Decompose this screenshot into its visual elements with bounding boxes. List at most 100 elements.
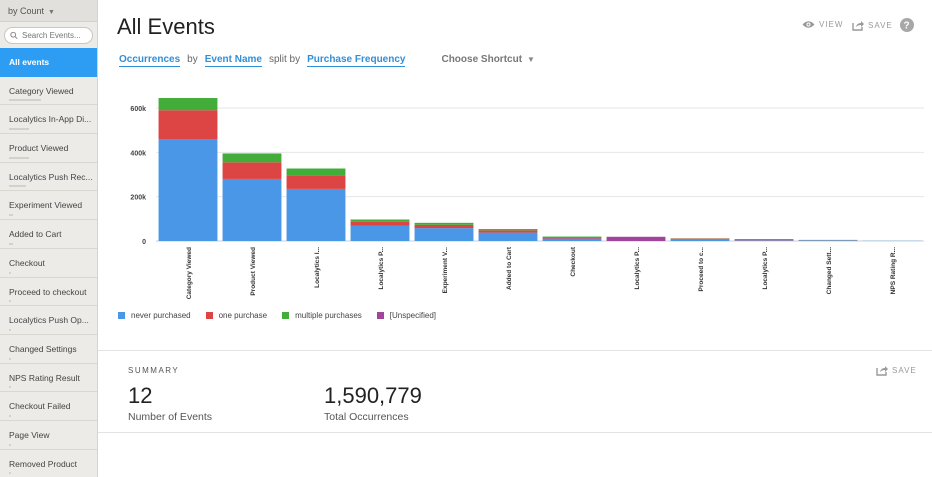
x-tick-label: Product Viewed — [250, 247, 257, 296]
legend-swatch — [118, 312, 125, 319]
sidebar-item[interactable]: Page View — [0, 421, 97, 450]
x-tick-label: Localytics P... — [378, 247, 385, 290]
sidebar-item[interactable]: Experiment Viewed — [0, 191, 97, 221]
legend-label: one purchase — [218, 311, 268, 320]
sidebar-item[interactable]: Checkout Failed — [0, 392, 97, 421]
sidebar-item[interactable]: Checkout — [0, 249, 97, 278]
x-tick-label: Checkout — [570, 246, 577, 276]
eye-icon — [802, 21, 815, 28]
query-controls: Occurrences by Event Name split by Purch… — [119, 54, 535, 67]
bar-segment — [286, 188, 346, 241]
legend-item[interactable]: [Unspecified] — [376, 311, 437, 320]
legend-label: multiple purchases — [295, 311, 362, 320]
sidebar-item[interactable]: Localytics Push Op... — [0, 306, 97, 335]
legend-label: never purchased — [131, 311, 191, 320]
count-bar — [9, 99, 41, 102]
summary-save-button[interactable]: SAVE — [876, 365, 917, 376]
bar-segment — [670, 239, 730, 241]
sidebar-item[interactable]: Added to Cart — [0, 220, 97, 249]
search-box[interactable] — [4, 27, 93, 44]
page-title: All Events — [117, 14, 215, 39]
occurrences-label: Total Occurrences — [324, 411, 409, 423]
divider — [98, 350, 932, 351]
search-input[interactable] — [22, 31, 92, 40]
count-bar — [9, 242, 13, 245]
events-label: Number of Events — [128, 411, 213, 423]
count-bar — [9, 386, 11, 389]
sidebar-item-label: Proceed to checkout — [9, 286, 87, 297]
sidebar-item-label: All events — [9, 57, 50, 67]
bar-segment — [542, 236, 602, 238]
bar-segment — [542, 237, 602, 239]
count-bar — [9, 214, 13, 217]
x-tick-label: Changed Sett... — [826, 247, 833, 295]
count-bar — [9, 472, 11, 475]
legend-item[interactable]: never purchased — [118, 311, 191, 320]
y-tick-label: 400k — [130, 150, 146, 157]
metric-occurrences: 1,590,779 Total Occurrences — [324, 383, 422, 423]
event-list: All events Category Viewed Localytics In-A… — [0, 48, 97, 477]
y-tick-label: 600k — [130, 106, 146, 113]
bar-segment — [158, 110, 218, 140]
measure-select[interactable]: Occurrences — [119, 54, 181, 67]
bar-segment — [286, 175, 346, 189]
sidebar-item[interactable]: Localytics In-App Di... — [0, 105, 97, 135]
events-chart: 0 200k 400k 600k Category Viewed Product View… — [130, 98, 924, 299]
save-button[interactable]: SAVE — [852, 20, 893, 31]
help-icon: ? — [900, 18, 914, 32]
count-bar — [9, 128, 29, 131]
search-icon — [10, 31, 18, 40]
caret-down-icon: ▼ — [527, 55, 535, 64]
count-bar — [9, 271, 12, 274]
sidebar-item[interactable]: Localytics Push Rec... — [0, 163, 97, 192]
bar-segment — [350, 225, 410, 241]
sidebar-item-label: Page View — [9, 429, 50, 440]
legend-label: [Unspecified] — [389, 311, 437, 320]
sidebar-item[interactable]: All events — [0, 48, 97, 77]
count-bar — [9, 185, 26, 188]
sidebar-item-label: Checkout — [9, 257, 45, 268]
bar-segment — [414, 224, 474, 229]
legend-item[interactable]: multiple purchases — [282, 311, 362, 320]
bar-segment — [158, 98, 218, 111]
sidebar-item-label: Localytics In-App Di... — [9, 114, 92, 125]
view-button[interactable]: VIEW — [802, 20, 843, 29]
bar-segment — [478, 229, 538, 231]
count-bar — [9, 156, 29, 159]
x-tick-label: Localytics I... — [314, 247, 321, 288]
bar-segment — [606, 236, 666, 241]
count-bar — [9, 300, 11, 303]
legend-swatch — [205, 312, 213, 319]
shortcut-label: Choose Shortcut — [441, 54, 523, 65]
sidebar-item[interactable]: Category Viewed — [0, 77, 97, 106]
sidebar-item[interactable]: Changed Settings — [0, 335, 97, 364]
legend-swatch — [376, 312, 384, 319]
shortcut-dropdown[interactable]: Choose Shortcut ▼ — [441, 54, 534, 65]
sidebar-item-label: Experiment Viewed — [9, 200, 83, 211]
help-button[interactable]: ? — [900, 18, 918, 32]
legend-item[interactable]: one purchase — [205, 311, 268, 320]
divider — [98, 432, 932, 433]
save-label: SAVE — [868, 21, 893, 30]
metric-events: 12 Number of Events — [128, 383, 212, 423]
bar-segment — [350, 221, 410, 226]
sidebar-item-label: Localytics Push Rec... — [9, 171, 93, 182]
bar-segment — [478, 230, 538, 233]
sidebar-item[interactable]: Product Viewed — [0, 134, 97, 163]
sidebar-item-label: Added to Cart — [9, 229, 62, 240]
split-select[interactable]: Purchase Frequency — [307, 54, 406, 67]
x-tick-label: Proceed to c... — [698, 247, 705, 292]
sidebar-item[interactable]: NPS Rating Result — [0, 364, 97, 393]
bar-segment — [158, 139, 218, 241]
bar-segment — [350, 219, 410, 222]
header-actions: VIEW SAVE ? — [802, 18, 932, 38]
sidebar-item[interactable]: Proceed to checkout — [0, 278, 97, 307]
summary-label: SUMMARY — [128, 366, 180, 375]
sort-dropdown[interactable]: by Count ▼ — [0, 0, 97, 22]
dimension-select[interactable]: Event Name — [204, 54, 262, 67]
count-bar — [9, 414, 11, 417]
split-text: split by — [268, 54, 301, 65]
chart-legend: never purchased one purchase multiple purc… — [118, 311, 451, 320]
sidebar-item[interactable]: Removed Product — [0, 450, 97, 477]
